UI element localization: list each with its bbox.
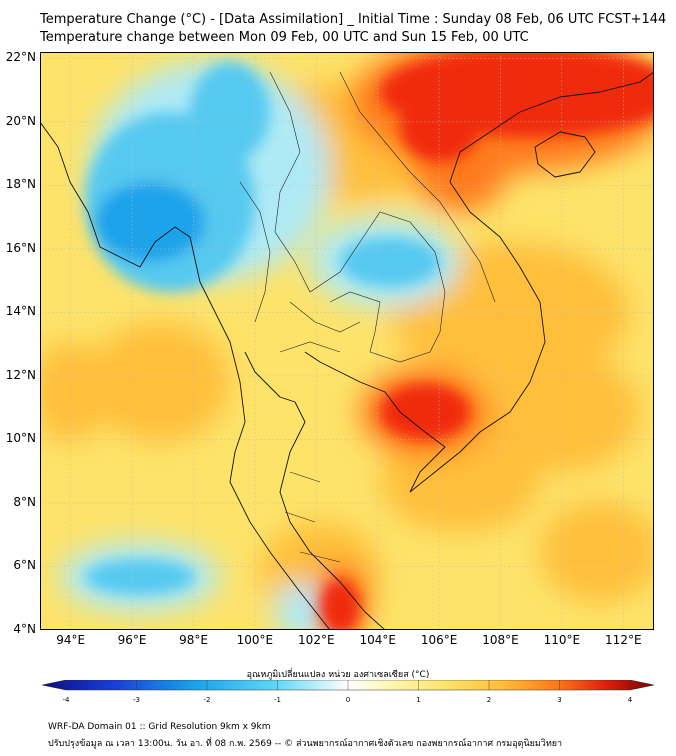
colorbar-tick-label: 3 — [557, 696, 561, 704]
longitude-label: 112°E — [605, 633, 642, 647]
warm-region — [540, 502, 654, 602]
colorbar-tick-label: 4 — [628, 696, 633, 704]
cold-region-myanmar — [190, 62, 270, 162]
borders — [239, 71, 496, 563]
border — [329, 291, 381, 353]
latitude-label: 20°N — [5, 113, 36, 128]
credit-line: ปรับปรุงข้อมูล ณ เวลา 13:00น. วัน อา. ที… — [48, 739, 563, 749]
latitude-label: 18°N — [5, 177, 36, 192]
cold-region-laos — [340, 237, 440, 287]
latitude-label: 10°N — [5, 431, 36, 446]
border — [279, 301, 361, 353]
warm-region — [40, 342, 110, 442]
gulf-coast — [304, 351, 446, 493]
border — [269, 71, 446, 363]
longitude-label: 94°E — [56, 633, 86, 647]
very-hot-region-cambodia — [380, 384, 470, 440]
latitude-label: 8°N — [13, 494, 36, 509]
longitude-label: 106°E — [420, 633, 458, 647]
graticule — [40, 52, 654, 630]
longitude-label: 98°E — [179, 633, 208, 647]
longitude-label: 96°E — [117, 633, 147, 647]
very-cold-region — [95, 182, 205, 262]
border — [284, 471, 341, 563]
warm-region — [90, 322, 230, 442]
longitude-label: 102°E — [298, 633, 335, 647]
colorbar-tick-label: 0 — [346, 696, 350, 704]
hainan — [534, 131, 596, 178]
myanmar-coast — [40, 121, 331, 630]
map-frame — [40, 52, 654, 630]
model-info: WRF-DA Domain 01 :: Grid Resolution 9km … — [48, 722, 271, 732]
cool-region — [275, 582, 325, 630]
warm-region — [380, 432, 540, 532]
map-subtitle: Temperature change between Mon 09 Feb, 0… — [40, 30, 529, 45]
colorbar-tick-label: -2 — [204, 696, 211, 704]
longitude-label: 100°E — [236, 633, 274, 647]
very-hot-region-northeast — [400, 92, 480, 162]
colorbar-tick-label: 1 — [416, 696, 420, 704]
latitude-label: 22°N — [5, 50, 36, 65]
longitude-label: 108°E — [482, 633, 519, 647]
latitude-label: 16°N — [5, 240, 36, 255]
colorbar-tick-label: -3 — [133, 696, 140, 704]
very-hot-region-malaysia — [320, 579, 360, 630]
latitude-label: 14°N — [5, 304, 36, 319]
border — [239, 181, 271, 323]
latitude-label: 4°N — [13, 622, 36, 636]
latitude-label: 6°N — [13, 558, 36, 573]
border — [339, 71, 496, 303]
colorbar-tick-label: -1 — [274, 696, 281, 704]
peninsula-east-coast — [244, 351, 386, 630]
longitude-label: 104°E — [359, 633, 396, 647]
warm-region — [480, 352, 640, 472]
coastlines — [40, 71, 654, 630]
latitude-label: 12°N — [5, 367, 36, 382]
cold-region-andaman — [85, 559, 195, 595]
map-title: Temperature Change (°C) - [Data Assimila… — [40, 12, 667, 27]
colorbar: -4 -3 -2 -1 0 1 2 3 4 — [41, 680, 655, 704]
colorbar-tick-label: 2 — [487, 696, 491, 704]
longitude-label: 110°E — [543, 633, 581, 647]
vietnam-coast — [409, 71, 654, 493]
colorbar-tick-label: -4 — [63, 696, 71, 704]
colorbar-title: อุณหภูมิเปลี่ยนแปลง หน่วย องศาเซลเซียส (… — [246, 670, 430, 680]
map-canvas — [40, 52, 654, 630]
temperature-change-map[interactable] — [40, 52, 654, 630]
